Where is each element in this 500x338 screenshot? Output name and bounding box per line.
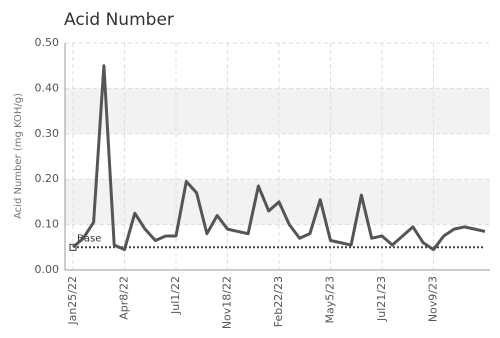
y-axis-label: Acid Number (mg KOH/g) — [13, 93, 24, 219]
data-line — [72, 64, 486, 252]
y-tick-label: 0.00 — [35, 263, 60, 276]
x-tick-label: Jan25/22 — [66, 276, 79, 326]
grid-band — [65, 88, 490, 134]
x-tick-label: Nov18/22 — [221, 276, 234, 329]
y-tick-label: 0.50 — [35, 36, 60, 49]
x-tick-label: Feb22/23 — [272, 276, 285, 327]
x-tick-label: Jul21/23 — [375, 276, 388, 322]
y-tick-label: 0.30 — [35, 127, 60, 140]
y-tick-label: 0.40 — [35, 81, 60, 94]
x-tick-label: Apr8/22 — [118, 276, 131, 320]
x-tick-label: Jul1/22 — [169, 276, 182, 315]
baseline-label: Base — [77, 233, 101, 244]
x-tick-label: Nov9/23 — [427, 276, 440, 322]
y-tick-label: 0.20 — [35, 172, 60, 185]
x-tick-label: May5/23 — [324, 276, 337, 323]
y-tick-label: 0.10 — [35, 218, 60, 231]
chart-title: Acid Number — [64, 10, 174, 30]
